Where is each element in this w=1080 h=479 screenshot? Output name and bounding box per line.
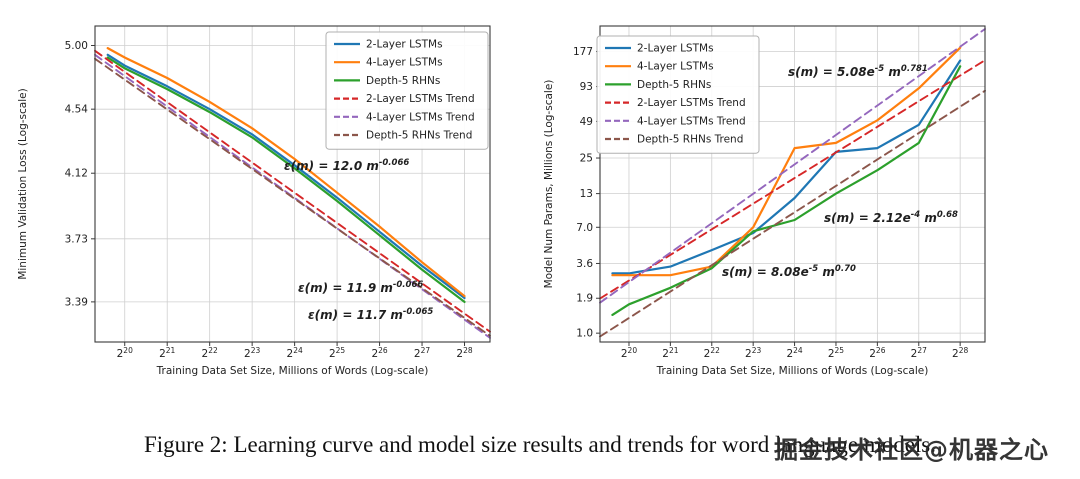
model-size-chart: 1.0 1.9 3.6 7.0 13 25 49 93 177 220 221 222 223 224 22… — [543, 25, 986, 377]
y-axis-label: Minimum Validation Loss (Log-scale) — [17, 88, 29, 279]
plot-frame — [94, 25, 491, 343]
legend-item-label: Depth-5 RHNs — [366, 75, 440, 87]
y-axis-label: Model Num Params, Millions (Log-scale) — [543, 80, 555, 289]
y-tick-label: 1.0 — [576, 328, 593, 340]
y-tick-label: 5.00 — [65, 40, 88, 52]
legend-box — [325, 31, 489, 150]
series-line-depth-5-rhns-trend — [599, 89, 986, 338]
series-line-2-layer-lstms — [106, 53, 466, 300]
series-line-4-layer-lstms-trend — [599, 28, 986, 304]
trend-equation-annotation: ε(m) = 11.7 m-0.065 — [308, 307, 433, 322]
series-line-4-layer-lstms — [106, 46, 466, 298]
x-tick-label: 228 — [456, 346, 472, 360]
legend-item-label: Depth-5 RHNs — [637, 79, 711, 91]
x-tick-label: 227 — [911, 346, 927, 360]
x-tick-label: 226 — [371, 346, 387, 360]
x-tick-label: 226 — [869, 346, 885, 360]
legend-item-label: 2-Layer LSTMs — [366, 39, 443, 51]
series-line-2-layer-lstms-trend — [599, 59, 986, 300]
x-tick-label: 225 — [828, 346, 844, 360]
y-tick-label: 4.12 — [65, 168, 88, 180]
y-tick-label: 1.9 — [576, 293, 593, 305]
y-tick-label: 13 — [580, 188, 593, 200]
trend-equation-annotation: ε(m) = 12.0 m-0.066 — [284, 158, 409, 173]
x-tick-label: 228 — [952, 346, 968, 360]
x-tick-label: 224 — [287, 346, 303, 360]
legend-item-label: 2-Layer LSTMs Trend — [366, 93, 475, 105]
legend-item-label: 4-Layer LSTMs Trend — [366, 111, 475, 123]
trend-equation-annotation: s(m) = 2.12e-4 m0.68 — [824, 210, 958, 225]
legend-item-label: 2-Layer LSTMs Trend — [637, 97, 746, 109]
y-tick-label: 177 — [573, 46, 593, 58]
y-tick-label: 3.39 — [65, 296, 88, 308]
x-axis-label: Training Data Set Size, Millions of Word… — [156, 365, 429, 377]
series-line-2-layer-lstms-trend — [94, 49, 491, 333]
y-tick-label: 3.6 — [576, 258, 593, 270]
plot-frame — [599, 25, 986, 343]
legend-item-label: 4-Layer LSTMs Trend — [637, 115, 746, 127]
x-tick-label: 225 — [329, 346, 345, 360]
y-tick-label: 4.54 — [65, 104, 89, 116]
legend-item-label: 4-Layer LSTMs — [366, 57, 443, 69]
x-tick-label: 220 — [621, 346, 637, 360]
watermark-text: 掘金技术社区@机器之心 — [774, 436, 1049, 464]
trend-equation-annotation: s(m) = 5.08e-5 m0.781 — [788, 64, 928, 79]
y-tick-label: 93 — [580, 81, 593, 93]
legend: 2-Layer LSTMs 4-Layer LSTMs Depth-5 RHNs 2-… — [596, 35, 760, 154]
x-tick-label: 223 — [244, 346, 260, 360]
legend-item-label: Depth-5 RHNs Trend — [366, 130, 472, 142]
legend-item-label: 2-Layer LSTMs — [637, 43, 714, 55]
series-line-4-layer-lstms — [611, 46, 962, 277]
x-tick-label: 227 — [414, 346, 430, 360]
trend-equation-annotation: s(m) = 8.08e-5 m0.70 — [722, 264, 856, 279]
trend-equation-annotation: ε(m) = 11.9 m-0.066 — [298, 280, 423, 295]
x-tick-label: 223 — [745, 346, 761, 360]
series-line-depth-5-rhns — [106, 56, 466, 303]
figure-caption: Figure 2: Learning curve and model size … — [144, 432, 936, 457]
series-line-depth-5-rhns — [611, 65, 962, 316]
validation-loss-chart: 5.00 4.54 4.12 3.73 3.39 220 221 222 223 224 225 22… — [17, 25, 491, 377]
y-tick-label: 25 — [580, 153, 593, 165]
legend-item-label: Depth-5 RHNs Trend — [637, 134, 743, 146]
legend: 2-Layer LSTMs 4-Layer LSTMs Depth-5 RHNs 2-… — [325, 31, 489, 150]
series-line-depth-5-rhns-trend — [94, 57, 491, 337]
y-tick-label: 3.73 — [65, 233, 88, 245]
legend-item-label: 4-Layer LSTMs — [637, 61, 714, 73]
legend-box — [596, 35, 760, 154]
x-tick-label: 220 — [117, 346, 133, 360]
x-axis-label: Training Data Set Size, Millions of Word… — [656, 365, 929, 377]
y-tick-label: 7.0 — [576, 222, 593, 234]
series-line-2-layer-lstms — [611, 59, 962, 275]
y-tick-label: 49 — [580, 116, 593, 128]
x-tick-label: 222 — [202, 346, 218, 360]
x-tick-label: 221 — [662, 346, 678, 360]
x-tick-label: 224 — [786, 346, 802, 360]
x-tick-label: 222 — [704, 346, 720, 360]
x-tick-label: 221 — [159, 346, 175, 360]
